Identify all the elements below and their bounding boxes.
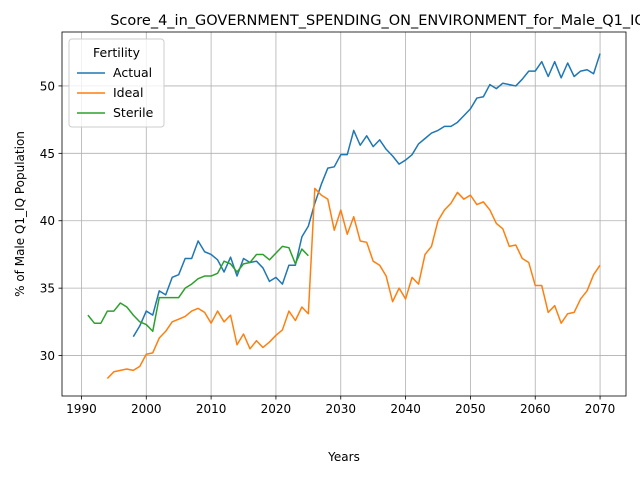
series-lines — [87, 53, 601, 379]
series-line-sterile — [87, 245, 309, 333]
y-tick-label: 40 — [40, 214, 55, 228]
x-tick-label: 2030 — [325, 402, 356, 416]
y-tick-label: 50 — [40, 79, 55, 93]
x-tick-label: 2000 — [131, 402, 162, 416]
legend-label-actual: Actual — [113, 65, 152, 80]
y-tick-label: 45 — [40, 147, 55, 161]
x-tick-label: 2060 — [520, 402, 551, 416]
grid — [62, 32, 626, 396]
plot-area-frame — [61, 31, 627, 397]
series-line-actual — [132, 53, 601, 338]
legend-title: Fertility — [93, 45, 141, 60]
x-tick-label: 2040 — [390, 402, 421, 416]
x-tick-label: 2070 — [585, 402, 616, 416]
legend-label-sterile: Sterile — [113, 105, 154, 120]
x-tick-label: 1990 — [66, 402, 97, 416]
legend: Fertility Actual Ideal Sterile — [68, 38, 165, 128]
legend-box — [68, 38, 165, 128]
series-line-ideal — [106, 187, 601, 379]
x-tick-label: 2010 — [196, 402, 227, 416]
axis-ticks: 1990 2000 2010 2020 2030 2040 2050 2060 2070 30 35… — [40, 79, 616, 416]
x-tick-label: 2050 — [455, 402, 486, 416]
x-tick-label: 2020 — [261, 402, 292, 416]
y-tick-label: 30 — [40, 349, 55, 363]
y-tick-label: 35 — [40, 282, 55, 296]
legend-label-ideal: Ideal — [113, 85, 143, 100]
x-axis-label: Years — [327, 450, 360, 464]
chart-title: Score_4_in_GOVERNMENT_SPENDING_ON_ENVIRO… — [110, 13, 640, 29]
y-axis-label: % of Male Q1_IQ Population — [13, 131, 27, 297]
